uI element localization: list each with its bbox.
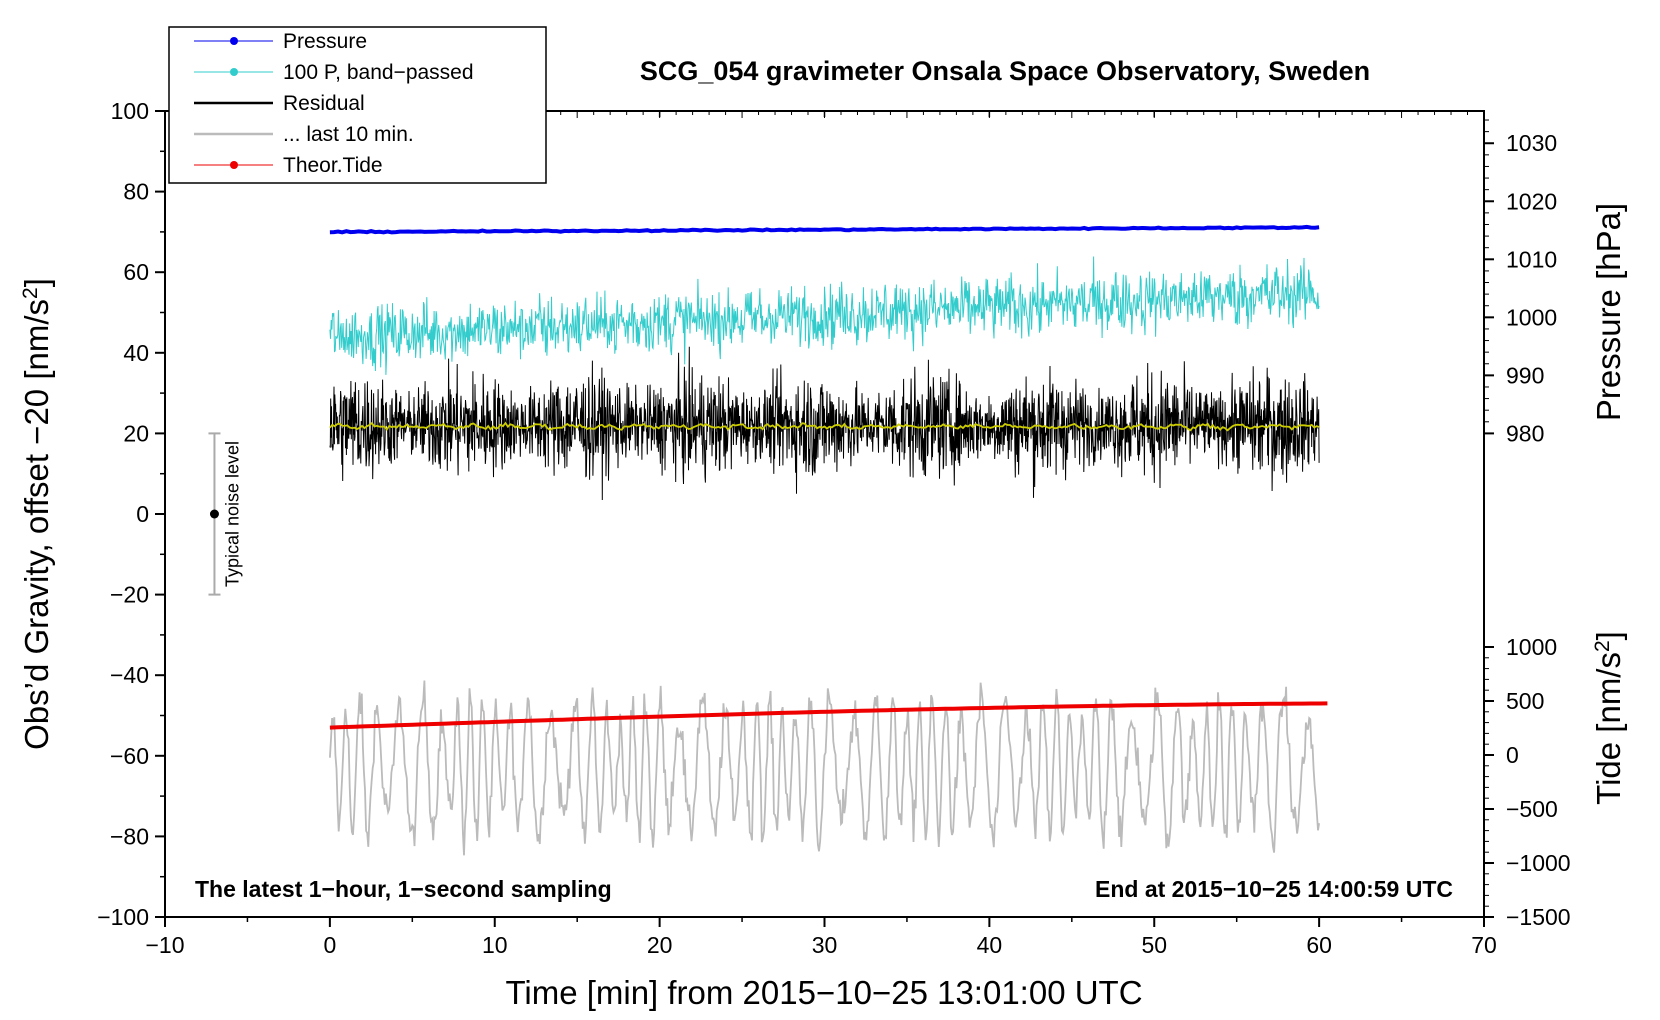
pressure-axis-title: Pressure [hPa] (1590, 203, 1627, 421)
legend-box (168, 26, 547, 184)
y-tick-label: −40 (110, 662, 149, 688)
series-residual-smoothed (329, 421, 1320, 432)
noise-bar-center-dot (209, 509, 219, 519)
y-tick-label: −80 (110, 823, 149, 849)
pressure-tick-label: 990 (1506, 362, 1544, 388)
left-axis: −100 −80 −60 −40 −20 0 20 40 60 80 100 (97, 98, 165, 930)
x-axis-title: Time [min] from 2015−10−25 13:01:00 UTC (505, 974, 1142, 1011)
noise-bar: Typical noise level (208, 432, 242, 596)
y-tick-label: −60 (110, 743, 149, 769)
y-tick-label: 40 (123, 340, 149, 366)
pressure-tick-label: 1020 (1506, 188, 1557, 214)
noise-bar-label: Typical noise level (222, 441, 242, 587)
tide-tick-label: 1000 (1506, 634, 1557, 660)
legend-label: Residual (283, 92, 365, 115)
tide-axis-title: Tide [nm/s2] (1590, 631, 1627, 805)
y-tick-label: −100 (97, 904, 149, 930)
x-tick-label: 0 (323, 932, 336, 958)
chart-title: SCG_054 gravimeter Onsala Space Observat… (640, 56, 1370, 86)
y-tick-label: 0 (136, 501, 149, 527)
pressure-tick-label: 1000 (1506, 304, 1557, 330)
legend-label: ... last 10 min. (283, 123, 414, 146)
y-tick-label: 100 (111, 98, 149, 124)
pressure-tick-label: 980 (1506, 420, 1544, 446)
x-tick-label: 70 (1471, 932, 1497, 958)
legend-label: 100 P, band−passed (283, 61, 474, 84)
sampling-annotation: The latest 1−hour, 1−second sampling (195, 876, 612, 902)
x-tick-label: 60 (1306, 932, 1332, 958)
y-tick-label: −20 (110, 582, 149, 608)
series-band-passed-pressure (329, 256, 1320, 375)
y-axis-title: Obs’d Gravity, offset −20 [nm/s2] (18, 278, 55, 750)
pressure-tick-label: 1010 (1506, 246, 1557, 272)
tide-tick-label: −1000 (1506, 850, 1571, 876)
legend-marker (230, 37, 238, 45)
x-tick-label: 50 (1141, 932, 1167, 958)
end-time-annotation: End at 2015−10−25 14:00:59 UTC (1095, 876, 1453, 902)
right-axis: 980 990 1000 1010 1020 1030 −1500 −1000 −500 0 500… (1484, 119, 1571, 930)
tide-tick-label: −1500 (1506, 904, 1571, 930)
legend-marker (230, 161, 238, 169)
legend-marker (230, 68, 238, 76)
y-tick-label: 20 (123, 420, 149, 446)
pressure-tick-label: 1030 (1506, 130, 1557, 156)
x-tick-label: 40 (977, 932, 1003, 958)
series-residual (329, 346, 1320, 501)
series-layer (329, 224, 1328, 856)
y-tick-label: 80 (123, 179, 149, 205)
x-tick-label: −10 (145, 932, 184, 958)
tide-tick-label: 0 (1506, 742, 1519, 768)
tide-tick-label: 500 (1506, 688, 1544, 714)
series-pressure (329, 224, 1320, 235)
bottom-axis: −10 0 10 20 30 40 50 60 70 (145, 111, 1497, 958)
series-last-10-min (329, 680, 1320, 856)
x-tick-label: 10 (482, 932, 508, 958)
tide-tick-label: −500 (1506, 796, 1558, 822)
legend: Pressure 100 P, band−passed Residual ... la… (168, 26, 547, 184)
series-theor-tide (329, 701, 1328, 730)
x-tick-label: 20 (647, 932, 673, 958)
legend-label: Pressure (283, 30, 367, 53)
x-tick-label: 30 (812, 932, 838, 958)
y-tick-label: 60 (123, 259, 149, 285)
legend-label: Theor.Tide (283, 154, 383, 177)
